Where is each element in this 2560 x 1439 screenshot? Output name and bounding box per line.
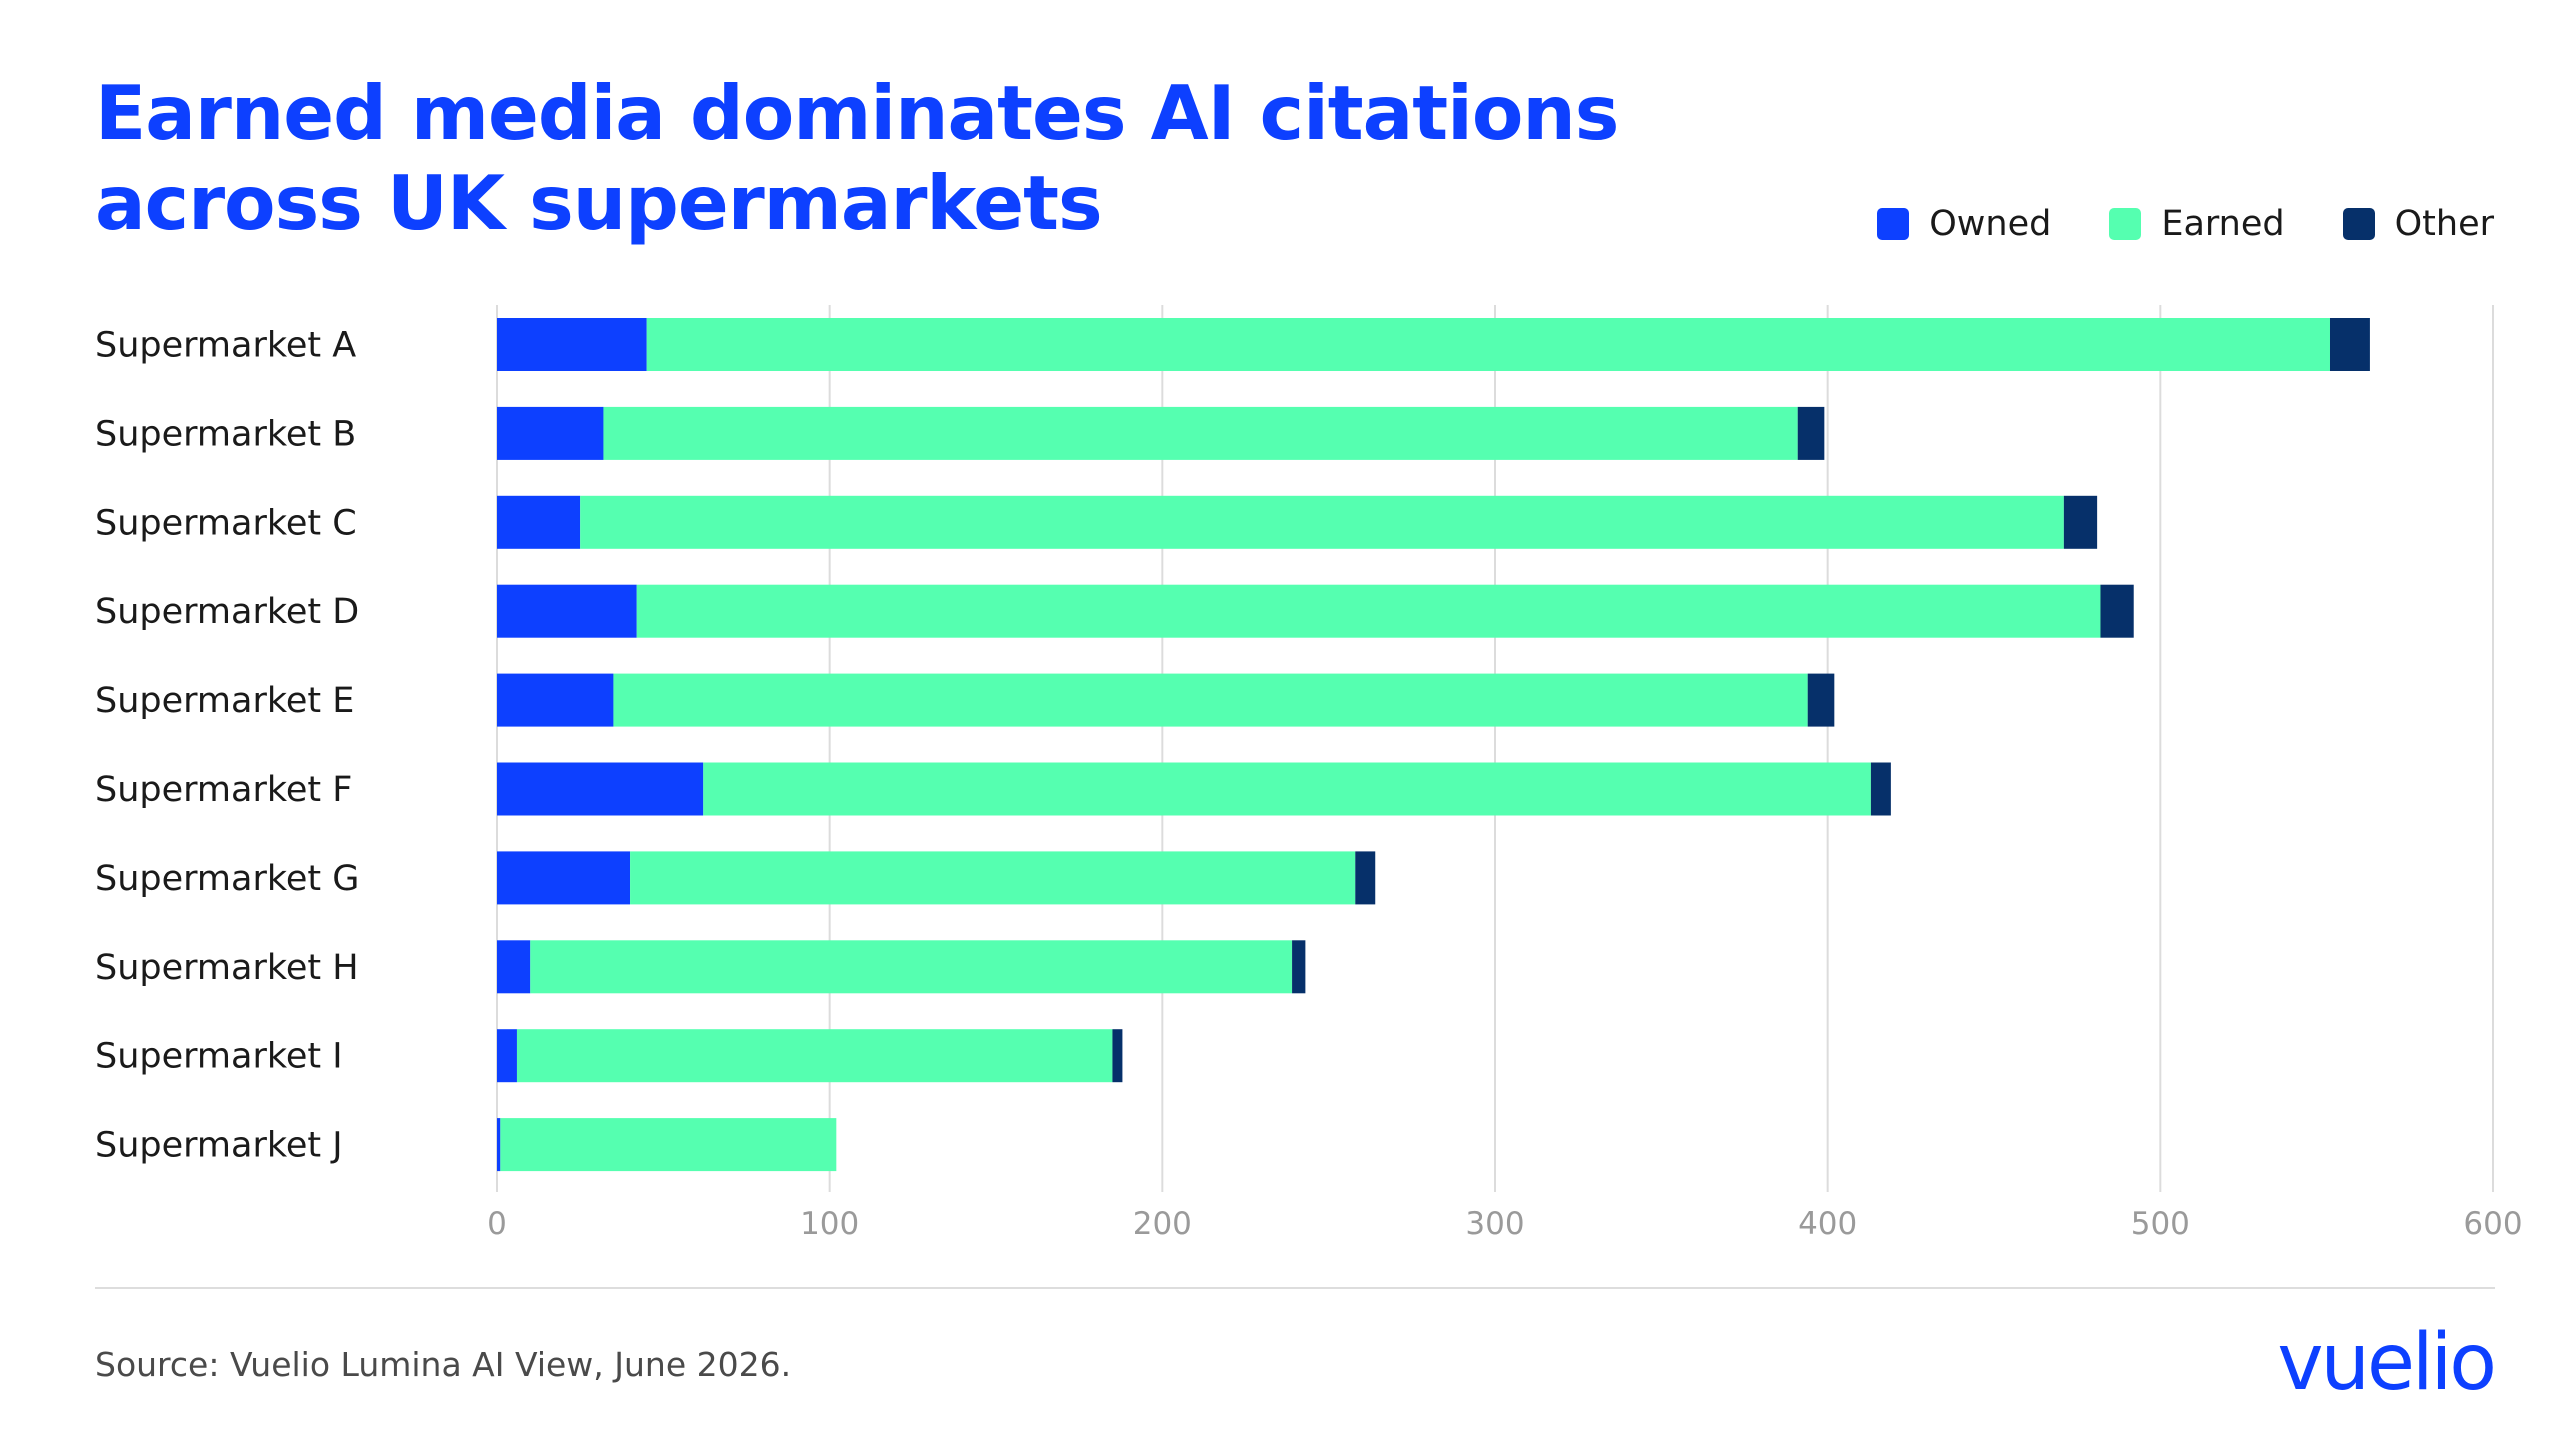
- bar-owned-supermarket-f: [497, 762, 704, 816]
- bar-other-supermarket-b: [1797, 406, 1825, 460]
- bar-other-supermarket-g: [1355, 851, 1376, 905]
- x-tick-label-300: 300: [1465, 1206, 1524, 1242]
- bar-earned-supermarket-g: [630, 851, 1356, 905]
- bar-owned-supermarket-i: [497, 1029, 517, 1083]
- bar-owned-supermarket-a: [497, 318, 647, 371]
- category-label-supermarket-j: Supermarket J: [95, 1126, 343, 1166]
- legend-item-other: Other: [2342, 204, 2494, 244]
- bar-owned-supermarket-h: [497, 940, 531, 994]
- bar-other-supermarket-d: [2100, 584, 2134, 638]
- bar-owned-supermarket-e: [497, 673, 614, 727]
- bar-owned-supermarket-b: [497, 406, 604, 460]
- bar-earned-supermarket-c: [580, 495, 2064, 549]
- bar-owned-supermarket-g: [497, 851, 631, 905]
- bar-earned-supermarket-a: [646, 318, 2330, 371]
- legend-item-owned: Owned: [1877, 204, 2051, 244]
- bar-owned-supermarket-d: [497, 584, 637, 638]
- bar-other-supermarket-a: [2329, 318, 2370, 371]
- category-label-supermarket-b: Supermarket B: [95, 414, 356, 454]
- category-label-supermarket-h: Supermarket H: [95, 948, 359, 988]
- category-label-supermarket-g: Supermarket G: [95, 859, 359, 899]
- legend: Owned Earned Other: [1877, 204, 2494, 244]
- x-tick-label-600: 600: [2463, 1206, 2522, 1242]
- category-label-supermarket-e: Supermarket E: [95, 681, 354, 721]
- category-label-supermarket-c: Supermarket C: [95, 503, 357, 543]
- bar-other-supermarket-h: [1292, 940, 1306, 994]
- bar-earned-supermarket-i: [516, 1029, 1113, 1083]
- bar-owned-supermarket-j: [497, 1118, 501, 1172]
- bar-earned-supermarket-j: [500, 1118, 837, 1172]
- chart-title-line-1: Earned media dominates AI citations: [95, 69, 1619, 157]
- bar-earned-supermarket-h: [530, 940, 1293, 994]
- source-note: Source: Vuelio Lumina AI View, June 2026…: [95, 1345, 792, 1384]
- category-label-supermarket-f: Supermarket F: [95, 770, 352, 810]
- vuelio-logo: vuelio: [2277, 1318, 2497, 1408]
- bar-earned-supermarket-e: [613, 673, 1808, 727]
- x-tick-label-0: 0: [487, 1206, 507, 1242]
- legend-swatch-earned: [2109, 208, 2142, 240]
- category-label-supermarket-i: Supermarket I: [95, 1037, 343, 1077]
- x-tick-label-100: 100: [800, 1206, 859, 1242]
- legend-label-owned: Owned: [1929, 204, 2052, 244]
- footer-divider: [95, 1287, 2495, 1289]
- x-tick-label-200: 200: [1133, 1206, 1192, 1242]
- bar-earned-supermarket-b: [603, 406, 1798, 460]
- category-label-supermarket-a: Supermarket A: [95, 326, 356, 366]
- legend-swatch-other: [2342, 208, 2375, 240]
- legend-label-other: Other: [2394, 204, 2494, 244]
- chart-title: Earned media dominates AI citations acro…: [95, 68, 1619, 248]
- x-tick-label-500: 500: [2131, 1206, 2190, 1242]
- bar-other-supermarket-f: [1870, 762, 1891, 816]
- legend-swatch-owned: [1877, 208, 1910, 240]
- bar-other-supermarket-i: [1112, 1029, 1123, 1083]
- x-tick-label-400: 400: [1798, 1206, 1857, 1242]
- legend-label-earned: Earned: [2161, 204, 2285, 244]
- category-label-supermarket-d: Supermarket D: [95, 592, 359, 632]
- bar-owned-supermarket-c: [497, 495, 581, 549]
- legend-item-earned: Earned: [2109, 204, 2285, 244]
- chart-title-line-2: across UK supermarkets: [95, 159, 1103, 247]
- bar-earned-supermarket-d: [636, 584, 2101, 638]
- stacked-bar-chart: 0 100 200 300 400 500 600 Supermarket A Supermar…: [95, 305, 2523, 1242]
- bar-earned-supermarket-f: [703, 762, 1871, 816]
- bar-other-supermarket-e: [1807, 673, 1835, 727]
- bar-other-supermarket-c: [2063, 495, 2098, 549]
